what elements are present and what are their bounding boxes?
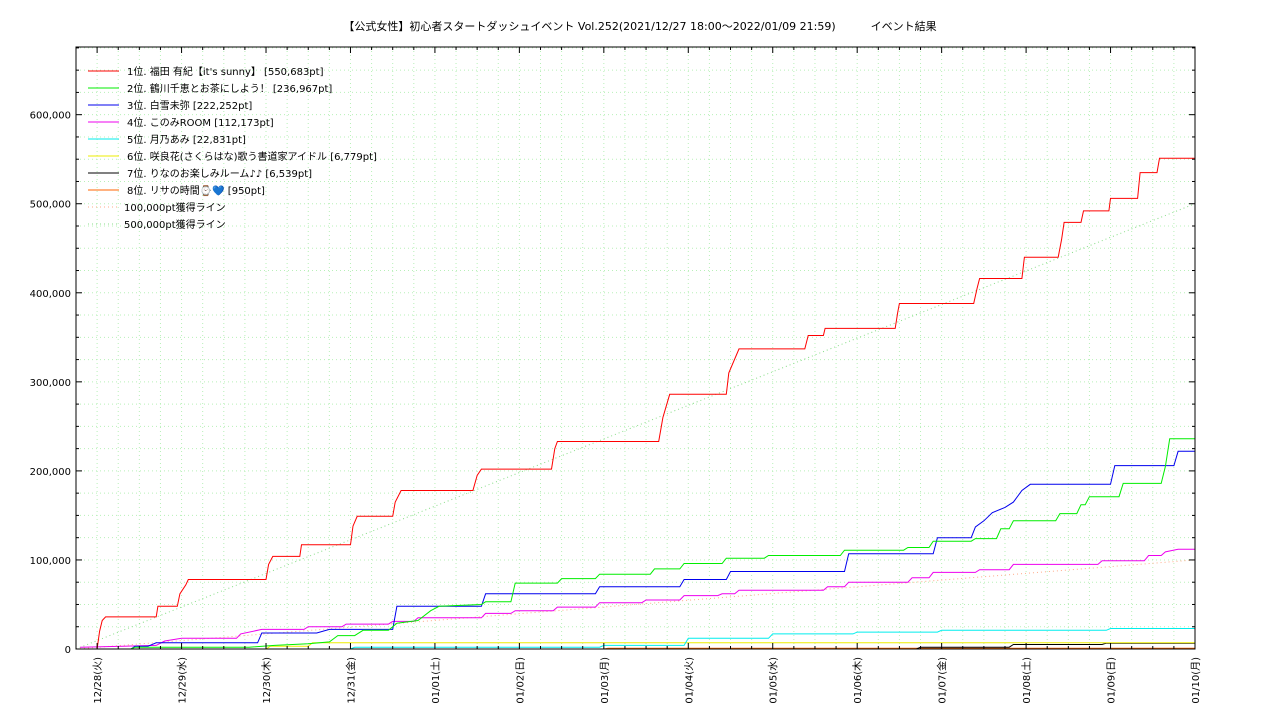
y-tick-label: 100,000: [30, 556, 71, 567]
legend-label: 100,000pt獲得ライン: [124, 201, 226, 214]
y-tick-label: 500,000: [30, 200, 71, 211]
y-tick-label: 0: [65, 645, 71, 656]
axes: 0 100,000 200,000 300,000 400,000 500,000 600,…: [30, 47, 1202, 704]
x-tick-label: 01/06(木): [852, 657, 864, 704]
chart-title: 【公式女性】初心者スタートダッシュイベント Vol.252(2021/12/27…: [343, 20, 937, 33]
x-tick-label: 01/08(土): [1020, 657, 1033, 704]
x-tick-label: 12/29(水): [177, 657, 189, 704]
legend-label: 500,000pt獲得ライン: [124, 218, 226, 231]
series-line-4: [80, 548, 1195, 648]
x-tick-label: 12/31(金): [344, 657, 357, 704]
legend: 1位. 福田 有紀【it's sunny】 [550,683pt] 2位. 鶴川千…: [88, 65, 377, 231]
x-tick-label: 01/04(火): [683, 657, 695, 704]
series-line-5: [80, 628, 1195, 650]
series-line-10: [75, 203, 1196, 650]
x-tick-label: 01/03(月): [599, 657, 611, 704]
legend-label: 6位. 咲良花(さくらはな)歌う書道家アイドル [6,779pt]: [127, 150, 377, 163]
x-tick-label: 01/01(土): [429, 657, 442, 704]
legend-label: 3位. 白雪未弥 [222,252pt]: [127, 99, 252, 112]
series-lines: [75, 157, 1196, 650]
x-tick-label: 12/30(木): [261, 657, 273, 704]
plot-frame: [75, 46, 1196, 650]
legend-label: 8位. リサの時間⌚💙 [950pt]: [127, 184, 265, 197]
y-tick-label: 200,000: [30, 467, 71, 478]
series-line-1: [80, 157, 1195, 650]
series-line-3: [80, 450, 1195, 650]
series-line-2: [80, 438, 1195, 650]
x-tick-label: 01/05(水): [768, 657, 780, 704]
series-line-9: [75, 559, 1196, 650]
x-tick-label: 12/28(火): [92, 657, 104, 704]
legend-label: 7位. りなのお楽しみルーム♪♪ [6,539pt]: [127, 167, 312, 180]
grid: [76, 47, 1196, 650]
legend-label: 4位. このみROOM [112,173pt]: [127, 116, 274, 129]
legend-label: 5位. 月乃あみ [22,831pt]: [127, 133, 246, 146]
y-tick-label: 400,000: [30, 289, 71, 300]
y-tick-label: 300,000: [30, 378, 71, 389]
legend-label: 2位. 鶴川千恵とお茶にしよう！ [236,967pt]: [127, 82, 332, 95]
x-tick-label: 01/07(金): [936, 657, 949, 704]
x-tick-label: 01/10(月): [1190, 657, 1202, 704]
x-tick-label: 01/09(日): [1107, 657, 1118, 704]
y-tick-label: 600,000: [30, 111, 71, 122]
legend-label: 1位. 福田 有紀【it's sunny】 [550,683pt]: [127, 65, 324, 78]
x-tick-label: 01/02(日): [515, 657, 526, 704]
